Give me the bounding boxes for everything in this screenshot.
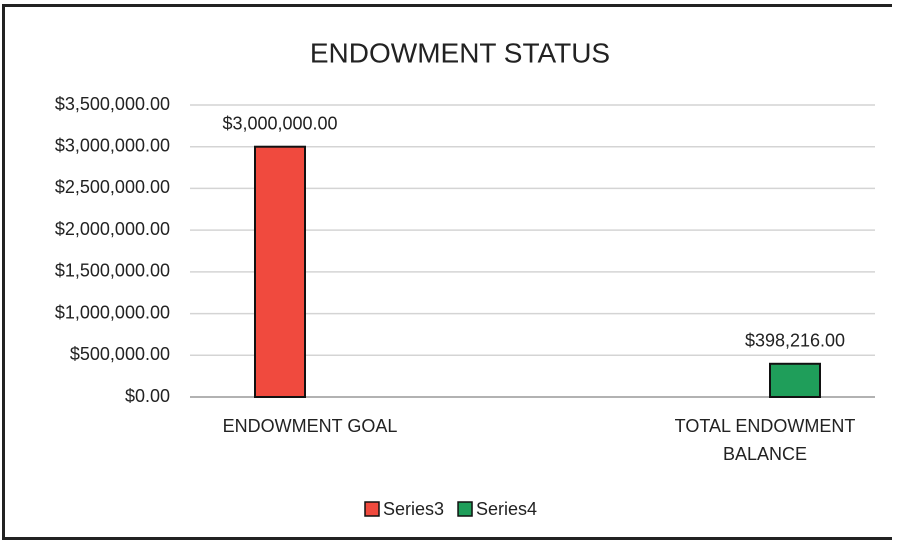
y-tick-label: $2,000,000.00 xyxy=(55,219,170,239)
chart-frame xyxy=(2,4,892,540)
legend-label: Series4 xyxy=(476,499,537,519)
y-tick-label: $500,000.00 xyxy=(70,344,170,364)
bar xyxy=(254,145,306,398)
legend-swatch xyxy=(457,501,473,517)
y-tick-label: $3,000,000.00 xyxy=(55,135,170,155)
y-tick-label: $1,000,000.00 xyxy=(55,302,170,322)
chart-title: ENDOWMENT STATUS xyxy=(310,37,610,68)
bar xyxy=(769,362,821,398)
y-tick-label: $3,500,000.00 xyxy=(55,94,170,114)
y-tick-label: $1,500,000.00 xyxy=(55,261,170,281)
legend-swatch xyxy=(364,501,380,517)
data-label: $3,000,000.00 xyxy=(222,113,337,133)
x-tick-label: TOTAL ENDOWMENT BALANCE xyxy=(674,416,856,464)
y-tick-label: $0.00 xyxy=(125,386,170,406)
data-label: $398,216.00 xyxy=(745,331,845,351)
legend-label: Series3 xyxy=(383,499,444,519)
x-tick-label: ENDOWMENT GOAL xyxy=(222,416,398,436)
y-tick-label: $2,500,000.00 xyxy=(55,177,170,197)
